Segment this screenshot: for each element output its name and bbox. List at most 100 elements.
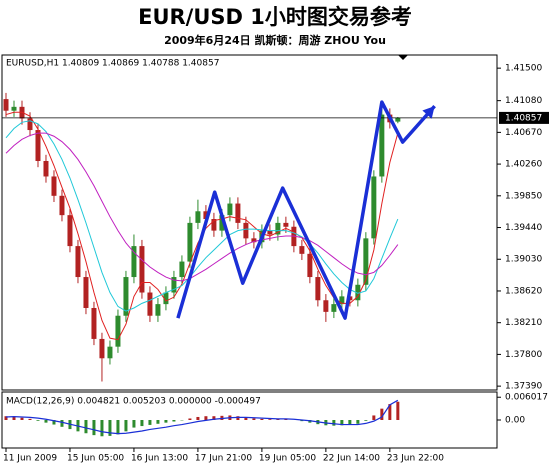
candle-body [91,307,97,339]
trend-annotation [176,100,436,320]
x-tick-label: 23 Jun 22:00 [387,454,444,463]
candle-body [355,284,361,301]
x-tick-label: 15 Jun 05:00 [67,454,124,463]
candle-body [123,277,129,316]
candle-body [363,238,369,285]
candle-body [379,114,385,177]
macd-bar [164,420,168,423]
moving-average [5,132,399,282]
macd-bar [364,420,368,421]
macd-bar [348,420,352,425]
candle-body [35,130,41,161]
macd-bar [156,420,160,424]
candle-body [227,203,233,216]
macd-bar [252,418,256,420]
candle-body [27,118,33,131]
candle-body [219,215,225,231]
candle-body [163,292,169,305]
moving-average [5,120,399,312]
macd-bar [44,420,48,423]
page-subtitle: 2009年6月24日 凯斯顿：周游 ZHOU You [164,33,386,47]
x-tick-label: 19 Jun 05:00 [259,454,316,463]
y-tick-label: 1.39850 [505,191,542,201]
macd-bar [260,418,264,420]
macd-bar [268,419,272,420]
macd-bar [108,420,112,436]
candle-body [267,230,273,235]
candle-body [179,261,185,278]
x-tick-label: 22 Jun 14:00 [323,454,380,463]
candle-body [107,346,113,359]
y-tick-label: 1.37390 [505,382,542,392]
macd-bar [212,416,216,420]
candle-body [395,117,401,122]
candle-body [147,292,153,316]
current-price-box [499,111,549,124]
x-tick-label: 17 Jun 21:00 [195,454,252,463]
macd-bar [332,420,336,426]
candle-body [243,222,249,239]
macd-bar [20,417,24,420]
symbol-info: EURUSD,H1 1.40809 1.40869 1.40788 1.4085… [6,59,219,69]
macd-bar [284,419,288,420]
candle-body [51,176,57,196]
macd-bar [52,420,56,425]
arrow-head [422,106,435,119]
candle-body [139,246,145,293]
candle-body [131,246,137,278]
y-tick-label: 0.00 [505,416,525,426]
candle-body [195,211,201,223]
candle-body [75,246,81,278]
x-tick-label: 16 Jun 13:00 [131,454,188,463]
y-tick-label: 1.40670 [505,128,542,138]
candle-body [155,304,161,316]
candle-body [187,222,193,262]
x-tick-label: 11 Jun 2009 [3,454,57,463]
macd-bar [132,420,136,428]
macd-line [5,399,399,435]
macd-bar [388,404,392,420]
macd-bar [188,418,192,420]
macd-bar [380,408,384,420]
y-tick-label: 1.41500 [505,64,542,74]
macd-bar [372,415,376,420]
candle-body [299,246,305,254]
macd-bar [116,420,120,435]
y-tick-label: 1.38620 [505,286,542,296]
page-title: EUR/USD 1小时图交易参考 [138,5,412,29]
candle-body [275,222,281,235]
candle-body [331,304,337,312]
macd-bar [36,420,40,421]
candle-body [307,253,313,278]
macd-bar [396,401,400,420]
macd-bar [140,420,144,427]
candle-body [235,203,241,223]
y-tick-label: 1.39440 [505,223,542,233]
y-tick-label: 1.41080 [505,96,542,106]
y-tick-label: 1.40260 [505,160,542,170]
macd-bar [196,416,200,420]
current-price-label: 1.40857 [505,113,542,123]
macd-bar [340,420,344,426]
candle-body [83,277,89,308]
macd-bar [276,419,280,420]
candle-body [43,160,49,177]
macd-bar [12,416,16,420]
candle-body [251,238,257,243]
candle-body [315,277,321,301]
y-tick-label: 1.39030 [505,255,542,265]
candle-body [67,215,73,247]
y-tick-label: 0.006017 [505,393,548,403]
macd-bar [172,420,176,422]
candle-body [171,277,177,293]
candle-body [115,315,121,347]
macd-bar [60,420,64,427]
candle-body [11,106,17,111]
candle-body [283,222,289,227]
macd-bar [92,420,96,436]
macd-bar [84,420,88,434]
macd-bar [148,420,152,425]
macd-info: MACD(12,26,9) 0.004821 0.005203 0.000000… [6,397,261,407]
macd-bar [356,420,360,424]
